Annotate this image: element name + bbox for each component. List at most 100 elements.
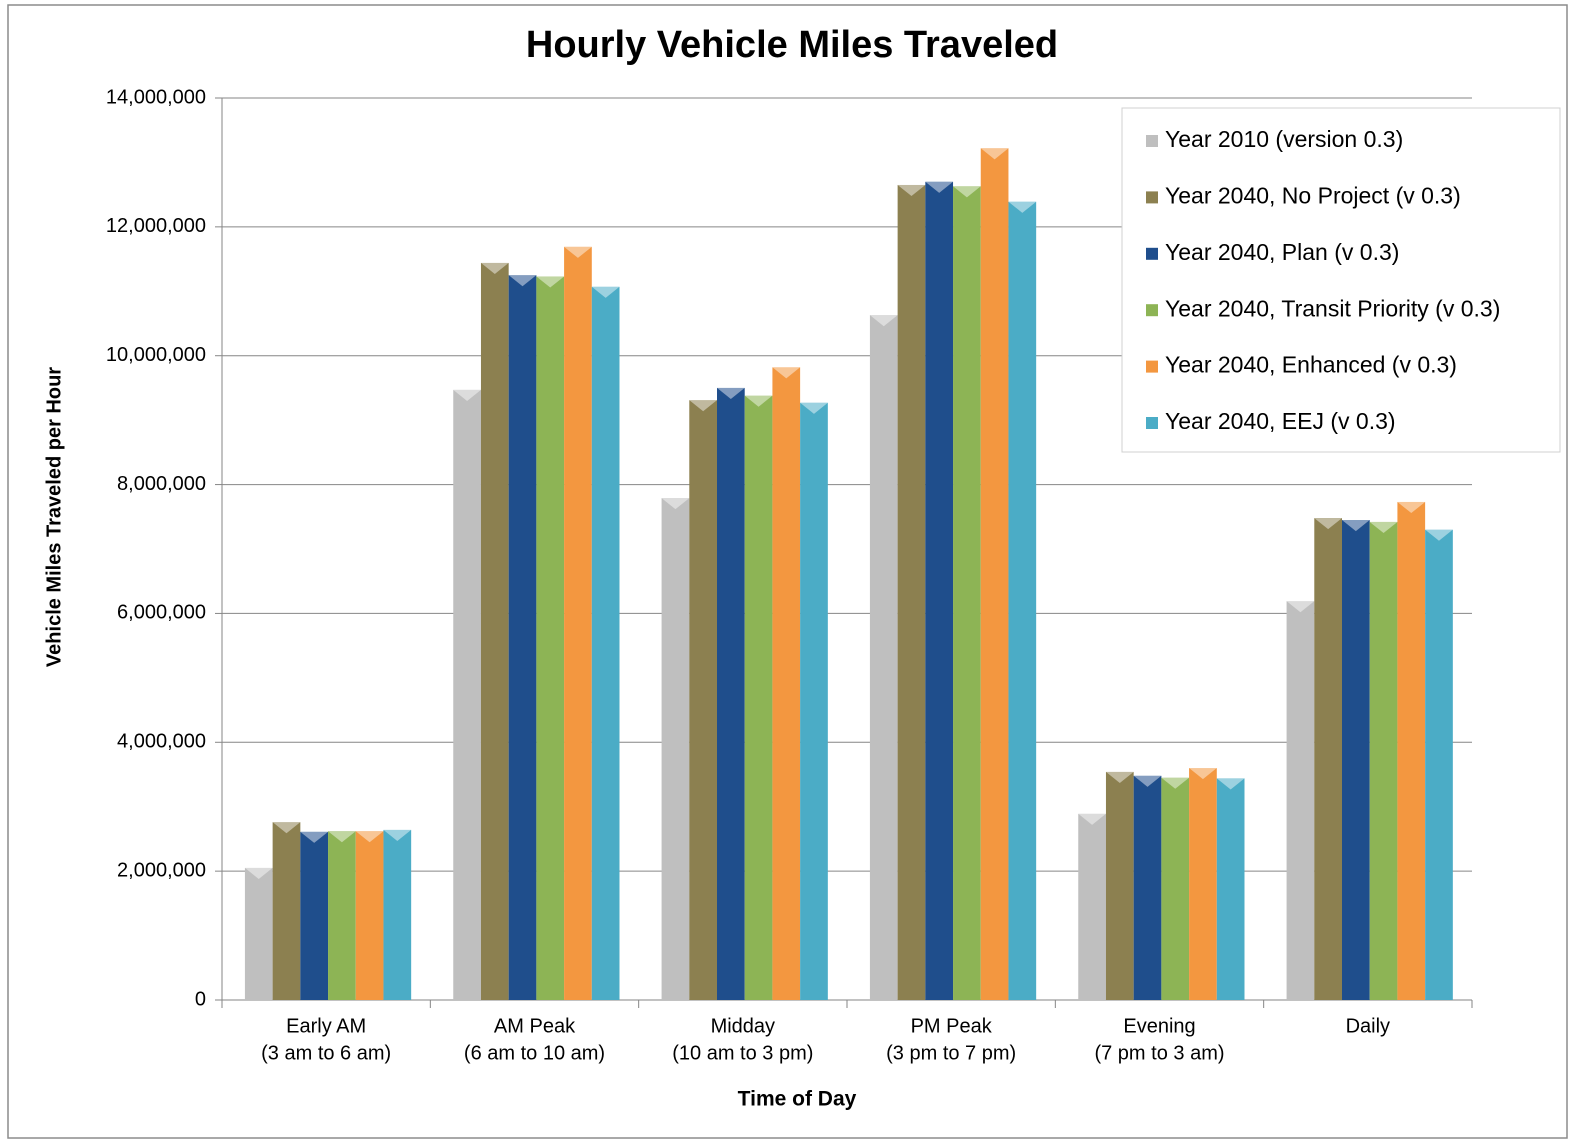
y-axis-title: Vehicle Miles Traveled per Hour <box>43 367 65 667</box>
bar-bevel <box>661 498 690 510</box>
bar-bevel <box>1161 777 1190 789</box>
bar-bevel <box>536 276 565 288</box>
bar <box>1189 768 1217 1000</box>
x-tick-label: Early AM <box>286 1015 366 1037</box>
y-tick-label: 4,000,000 <box>117 731 206 753</box>
legend-swatch <box>1146 304 1158 317</box>
bar-bevel <box>925 181 954 193</box>
bar <box>717 387 745 1000</box>
x-tick-label: Daily <box>1346 1015 1390 1037</box>
bar-bevel <box>869 315 898 327</box>
bar <box>272 822 301 1000</box>
bar-bevel <box>508 275 537 287</box>
x-tick-label: (3 pm to 7 pm) <box>886 1042 1016 1064</box>
x-tick-label: (7 pm to 3 am) <box>1094 1042 1224 1064</box>
bar-bevel <box>897 184 926 197</box>
bar <box>1286 601 1315 1000</box>
bar-bevel <box>772 367 801 379</box>
x-tick-label: (6 am to 10 am) <box>464 1042 605 1064</box>
bar-bevel <box>480 262 509 275</box>
bar-bevel <box>689 400 717 412</box>
bar-bevel <box>744 395 773 407</box>
legend-label: Year 2040, EEJ (v 0.3) <box>1165 408 1396 434</box>
bar <box>1425 529 1453 1000</box>
bar-bevel <box>272 822 301 834</box>
x-tick-label: (3 am to 6 am) <box>261 1042 391 1064</box>
bar-bevel <box>383 829 412 841</box>
bar <box>744 395 773 1000</box>
legend-label: Year 2040, Plan (v 0.3) <box>1165 239 1399 265</box>
legend-label: Year 2040, Transit Priority (v 0.3) <box>1165 295 1500 321</box>
bar <box>536 276 565 1000</box>
bar <box>355 831 384 1000</box>
x-tick-label: PM Peak <box>911 1015 993 1037</box>
x-tick-label: Midday <box>711 1015 775 1037</box>
bar <box>897 184 926 1000</box>
legend-swatch <box>1146 135 1158 147</box>
legend-box <box>1121 107 1561 453</box>
bar <box>1078 813 1106 1000</box>
bar <box>1397 501 1426 1000</box>
bar-bevel <box>453 389 481 401</box>
bar-bevel <box>564 246 592 258</box>
bar-bevel <box>980 148 1009 160</box>
bar-bevel <box>800 402 828 414</box>
bar <box>480 262 509 1000</box>
bar <box>383 829 412 1000</box>
bar <box>953 186 981 1000</box>
bar <box>772 367 801 1001</box>
bar <box>1314 518 1342 1000</box>
legend-swatch <box>1146 191 1158 204</box>
bar-bevel <box>355 831 384 843</box>
bar-bevel <box>244 867 273 880</box>
chart-title: Hourly Vehicle Miles Traveled <box>526 24 1058 66</box>
bar-bevel <box>953 186 981 198</box>
y-tick-label: 12,000,000 <box>106 215 206 237</box>
bar <box>689 400 717 1000</box>
y-tick-label: 0 <box>195 988 206 1010</box>
bar <box>1369 521 1398 1000</box>
bar <box>1133 775 1162 1000</box>
bar-bevel <box>1133 775 1162 787</box>
bar-bevel <box>1008 201 1037 213</box>
bar <box>328 831 356 1000</box>
y-tick-label: 2,000,000 <box>117 859 206 881</box>
bar <box>1216 778 1245 1000</box>
bar-bevel <box>1105 771 1134 784</box>
legend-label: Year 2040, Enhanced (v 0.3) <box>1165 352 1457 378</box>
bar <box>1161 777 1190 1000</box>
bar <box>1008 201 1037 1001</box>
bar <box>980 148 1009 1001</box>
bar-bevel <box>300 831 329 843</box>
bar <box>925 181 954 1000</box>
bar <box>453 389 481 1000</box>
bar-bevel <box>1078 813 1106 825</box>
bar <box>591 286 620 1000</box>
bar-bevel <box>1286 601 1315 613</box>
y-tick-label: 14,000,000 <box>106 86 206 108</box>
bar <box>1105 771 1134 1000</box>
legend-label: Year 2040, No Project (v 0.3) <box>1165 182 1461 208</box>
bar-bevel <box>591 286 620 298</box>
bar <box>244 867 273 1000</box>
bar <box>869 315 898 1001</box>
bar-bevel <box>717 387 745 400</box>
x-tick-label: AM Peak <box>494 1015 576 1037</box>
y-tick-label: 8,000,000 <box>117 473 206 495</box>
bar <box>1342 520 1370 1000</box>
bar-bevel <box>1369 521 1398 534</box>
y-tick-label: 6,000,000 <box>117 602 206 624</box>
legend-swatch <box>1146 417 1158 429</box>
bar-bevel <box>1425 529 1453 541</box>
bar-bevel <box>1397 501 1426 514</box>
bar-bevel <box>1342 520 1370 532</box>
legend-swatch <box>1146 360 1158 373</box>
bar <box>508 275 537 1000</box>
bar <box>661 498 690 1000</box>
bar <box>800 402 828 1000</box>
bar-bevel <box>1216 778 1245 790</box>
bar <box>564 246 592 1000</box>
x-axis-title: Time of Day <box>738 1088 857 1111</box>
bar-bevel <box>1189 768 1217 780</box>
